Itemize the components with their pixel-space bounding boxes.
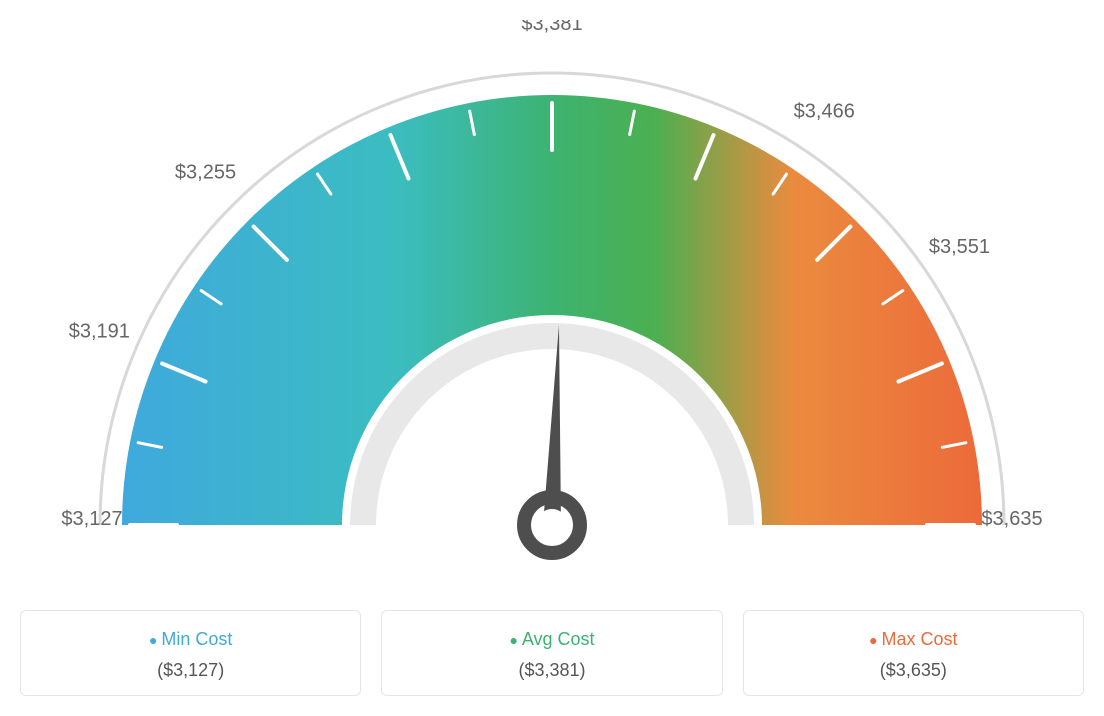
svg-text:$3,466: $3,466 — [794, 101, 855, 123]
legend-card-max: Max Cost ($3,635) — [743, 610, 1084, 696]
legend-max-value: ($3,635) — [754, 660, 1073, 681]
gauge-svg: $3,127 $3,191 $3,255 $3,381 $3,466 $3,551 $3,6… — [20, 20, 1084, 580]
gauge-chart: $3,127 $3,191 $3,255 $3,381 $3,466 $3,551 $3,6… — [20, 20, 1084, 696]
legend-max-label: Max Cost — [754, 629, 1073, 650]
svg-text:$3,381: $3,381 — [521, 20, 582, 35]
svg-text:$3,127: $3,127 — [61, 508, 122, 530]
legend-card-avg: Avg Cost ($3,381) — [381, 610, 722, 696]
legend-avg-label: Avg Cost — [392, 629, 711, 650]
legend-min-value: ($3,127) — [31, 660, 350, 681]
legend-min-label: Min Cost — [31, 629, 350, 650]
legend-card-min: Min Cost ($3,127) — [20, 610, 361, 696]
svg-text:$3,191: $3,191 — [69, 320, 130, 342]
legend-avg-value: ($3,381) — [392, 660, 711, 681]
gauge-svg-wrap: $3,127 $3,191 $3,255 $3,381 $3,466 $3,551 $3,6… — [20, 20, 1084, 580]
svg-text:$3,255: $3,255 — [175, 162, 236, 184]
legend-row: Min Cost ($3,127) Avg Cost ($3,381) Max … — [20, 610, 1084, 696]
svg-text:$3,635: $3,635 — [981, 508, 1042, 530]
svg-text:$3,551: $3,551 — [929, 236, 990, 258]
